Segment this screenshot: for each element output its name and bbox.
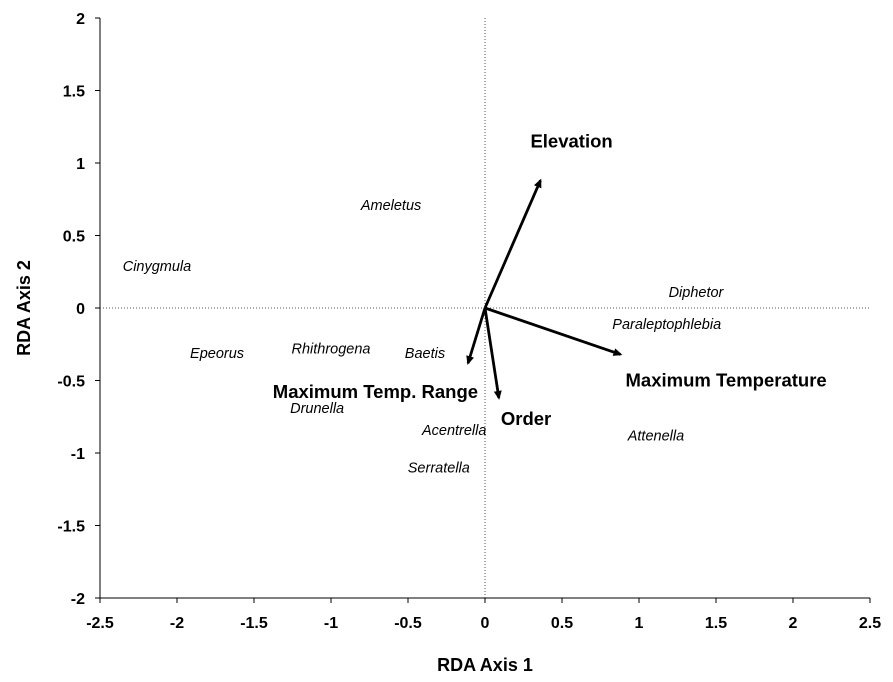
x-tick-label: 1.5 <box>705 615 727 632</box>
vector-arrow <box>484 306 623 356</box>
x-tick-label: 1 <box>635 615 644 632</box>
y-tick-label: 0.5 <box>63 229 85 246</box>
vector-label: Order <box>501 408 551 429</box>
x-tick-label: 0 <box>481 615 490 632</box>
environment-vectors: Elevation Maximum Temperature Maximum Temp… <box>273 130 827 429</box>
y-tick-label: -0.5 <box>57 374 85 391</box>
x-tick-label: -1.5 <box>240 615 268 632</box>
y-tick-label: 1.5 <box>63 84 85 101</box>
x-tick-label: -1 <box>324 615 338 632</box>
tick-labels: -2.5 -2 -1.5 -1 -0.5 0 0.5 1 1.5 2 2.521.510.50-0.… <box>57 11 881 632</box>
y-tick-label: 1 <box>76 156 85 173</box>
y-tick-label: -1.5 <box>57 519 85 536</box>
y-tick-label: 0 <box>76 301 85 318</box>
species-label: Diphetor <box>669 285 725 301</box>
x-tick-label: -2.5 <box>86 615 114 632</box>
y-tick-label: -2 <box>71 591 85 608</box>
x-tick-label: -0.5 <box>394 615 422 632</box>
species-labels: Ameletus Cinygmula Diphetor Paraleptophlebi… <box>123 198 725 476</box>
vector-label: Maximum Temperature <box>626 369 827 390</box>
x-tick-label: 2 <box>789 615 798 632</box>
species-label: Baetis <box>405 346 445 362</box>
species-label: Ameletus <box>360 198 421 214</box>
x-tick-label: -2 <box>170 615 184 632</box>
species-label: Drunella <box>290 401 344 417</box>
species-label: Epeorus <box>190 346 244 362</box>
species-label: Serratella <box>408 461 470 477</box>
species-label: Cinygmula <box>123 259 192 275</box>
vector-label: Elevation <box>530 130 612 151</box>
species-label: Paraleptophlebia <box>612 317 721 333</box>
y-axis-title: RDA Axis 2 <box>14 260 34 356</box>
x-tick-label: 2.5 <box>859 615 881 632</box>
vector-label: Maximum Temp. Range <box>273 381 478 402</box>
species-label: Rhithrogena <box>292 342 371 358</box>
x-tick-label: 0.5 <box>551 615 573 632</box>
vector-arrow <box>483 178 542 309</box>
y-tick-label: 2 <box>76 11 85 28</box>
vector-arrow <box>466 307 487 366</box>
x-axis-title: RDA Axis 1 <box>437 655 533 675</box>
vector-arrow <box>483 307 502 400</box>
species-label: Attenella <box>627 429 684 445</box>
y-tick-label: -1 <box>71 446 85 463</box>
species-label: Acentrella <box>421 423 486 439</box>
